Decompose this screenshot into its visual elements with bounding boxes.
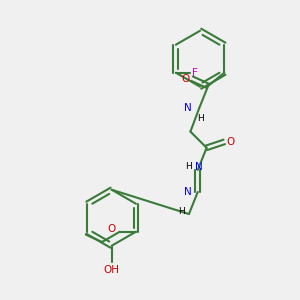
Text: H: H bbox=[186, 162, 192, 171]
Text: O: O bbox=[181, 74, 190, 84]
Text: O: O bbox=[226, 137, 235, 147]
Text: F: F bbox=[192, 68, 198, 78]
Text: N: N bbox=[184, 103, 192, 113]
Text: N: N bbox=[195, 162, 203, 172]
Text: H: H bbox=[197, 114, 204, 123]
Text: H: H bbox=[178, 207, 185, 216]
Text: OH: OH bbox=[104, 265, 120, 275]
Text: O: O bbox=[107, 224, 115, 234]
Text: N: N bbox=[184, 187, 191, 197]
